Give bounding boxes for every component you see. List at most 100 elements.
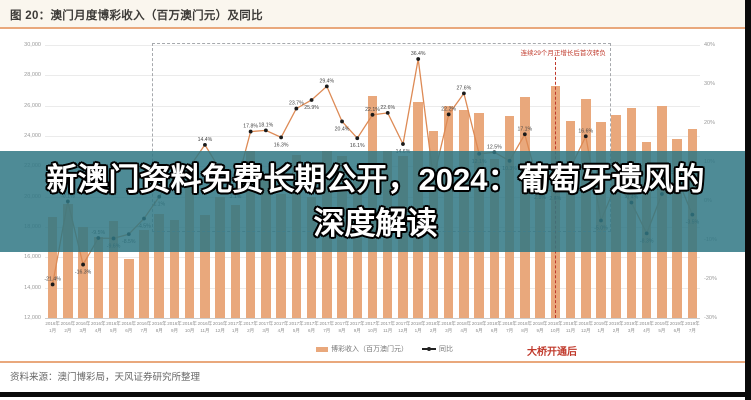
yoy-point-label: 22.6% — [380, 105, 395, 111]
yoy-point-label: 12.5% — [487, 144, 502, 150]
legend-item-yoy: 同比 — [422, 344, 453, 354]
yoy-point-label: 16.6% — [578, 128, 593, 134]
left-axis-tick: 16,000 — [24, 254, 41, 261]
yoy-marker — [309, 98, 314, 102]
screenshot-right-border — [745, 0, 751, 400]
yoy-point-label: 18.1% — [259, 122, 274, 128]
x-axis-label: 2017年 1月 — [228, 321, 243, 333]
left-axis-tick: 12,000 — [24, 315, 41, 321]
top-rule — [0, 27, 745, 29]
x-axis-label: 2018年 11月 — [563, 321, 578, 333]
x-axis-label: 2016年 4月 — [91, 321, 106, 333]
x-axis-label: 2018年 9月 — [532, 321, 548, 333]
right-axis-tick: 30% — [704, 81, 716, 87]
x-axis-label: 2017年 5月 — [289, 321, 304, 333]
yoy-point-label: 17.8% — [243, 124, 258, 130]
yoy-marker — [416, 57, 421, 61]
yoy-point-label: 27.6% — [457, 85, 472, 91]
yoy-marker — [248, 129, 253, 134]
revenue-bar — [139, 230, 149, 318]
yoy-marker — [50, 282, 55, 287]
x-axis-label: 2017年 2月 — [243, 321, 258, 333]
x-axis-label: 2016年 1月 — [45, 321, 60, 333]
yoy-marker — [401, 142, 405, 146]
x-axis-label: 2017年 9月 — [349, 321, 365, 333]
x-axis-label: 2017年 7月 — [319, 321, 335, 333]
x-axis-label: 2017年 4月 — [273, 321, 289, 333]
banner-text-line1: 新澳门资料免费长期公开，2024：葡萄牙遗风的 — [46, 161, 705, 197]
x-axis-label: 2018年 2月 — [426, 321, 441, 333]
yoy-point-label: 14.4% — [198, 137, 213, 143]
x-axis-label: 2016年 12月 — [212, 321, 228, 333]
revenue-bar — [108, 221, 119, 318]
revenue-bar — [78, 227, 88, 318]
yoy-point-label: 16.1% — [350, 143, 365, 149]
x-axis-label: 2019年 3月 — [624, 321, 639, 333]
yoy-marker — [324, 84, 329, 89]
yoy-point-label: 23.7% — [289, 101, 304, 107]
x-axis-line — [45, 318, 700, 319]
x-axis-label: 2016年 7月 — [136, 321, 152, 333]
growth-streak-annotation: 连续29个月正增长后首次转负 — [520, 50, 606, 57]
bridge-opening-label: 大桥开通后 — [527, 347, 577, 358]
bar-swatch-icon — [316, 346, 328, 352]
yoy-point-label: 36.4% — [411, 51, 426, 57]
x-axis-label: 2017年 8月 — [334, 321, 350, 333]
right-axis-tick: 40% — [704, 42, 716, 48]
x-axis-label: 2019年 7月 — [685, 321, 700, 333]
figure-header-strip — [0, 0, 745, 27]
gridline — [45, 75, 700, 77]
x-axis-label: 2017年 3月 — [258, 321, 274, 333]
yoy-marker — [294, 106, 299, 111]
x-axis-label: 2018年 5月 — [471, 321, 487, 333]
revenue-bar — [47, 216, 58, 318]
x-axis-label: 2018年 4月 — [456, 321, 472, 333]
x-axis-label: 2017年 6月 — [304, 321, 319, 333]
yoy-marker — [583, 134, 588, 139]
gridline — [45, 45, 700, 46]
yoy-point-label: -21.4% — [44, 276, 61, 282]
overlay-banner: 新澳门资料免费长期公开，2024：葡萄牙遗风的 深度解读 — [0, 151, 751, 252]
revenue-bar — [200, 215, 210, 318]
chart-legend: 博彩收入（百万澳门元） 同比 — [316, 344, 453, 354]
x-axis-label: 2017年 12月 — [395, 321, 411, 333]
yoy-point-label: 22.1% — [365, 107, 380, 113]
revenue-bar — [93, 237, 104, 318]
x-axis-label: 2019年 1月 — [593, 321, 609, 333]
banner-text-line2: 深度解读 — [313, 205, 438, 241]
x-axis-label: 2016年 3月 — [75, 321, 91, 333]
legend-revenue-label: 博彩收入（百万澳门元） — [331, 346, 408, 353]
yoy-point-label: 20.4% — [335, 126, 350, 132]
yoy-marker — [355, 136, 360, 141]
legend-item-revenue: 博彩收入（百万澳门元） — [316, 344, 408, 354]
left-axis-tick: 24,000 — [24, 133, 41, 139]
yoy-point-label: -16.3% — [75, 270, 92, 276]
revenue-bar — [215, 197, 225, 318]
x-axis-label: 2016年 5月 — [106, 321, 121, 333]
yoy-marker — [446, 112, 451, 117]
figure-title: 图 20：澳门月度博彩收入（百万澳门元）及同比 — [10, 10, 263, 22]
revenue-bar — [276, 194, 286, 318]
x-axis-label: 2018年 1月 — [410, 321, 426, 333]
right-axis-tick: -20% — [704, 276, 717, 282]
revenue-bar — [230, 204, 241, 318]
legend-yoy-label: 同比 — [439, 346, 453, 353]
right-axis-tick: 20% — [704, 120, 716, 126]
x-axis-label: 2016年 10月 — [182, 321, 197, 333]
yoy-point-label: 29.4% — [319, 78, 334, 84]
x-axis-label: 2018年 6月 — [487, 321, 502, 333]
yoy-marker — [340, 119, 344, 124]
left-axis-tick: 28,000 — [24, 72, 41, 79]
revenue-bar — [124, 259, 134, 318]
yoy-marker — [81, 262, 85, 267]
x-axis-label: 2016年 6月 — [121, 321, 137, 333]
x-axis-label: 2018年 3月 — [441, 321, 456, 333]
x-axis-label: 2016年 2月 — [60, 321, 76, 333]
revenue-bar — [306, 196, 317, 318]
line-swatch-icon — [422, 347, 436, 351]
x-axis-label: 2017年 10月 — [365, 321, 380, 333]
source-attribution: 资料来源：澳门博彩局，天风证券研究所整理 — [10, 372, 201, 383]
yoy-point-label: 22.2% — [441, 106, 456, 112]
revenue-bar — [154, 214, 164, 318]
